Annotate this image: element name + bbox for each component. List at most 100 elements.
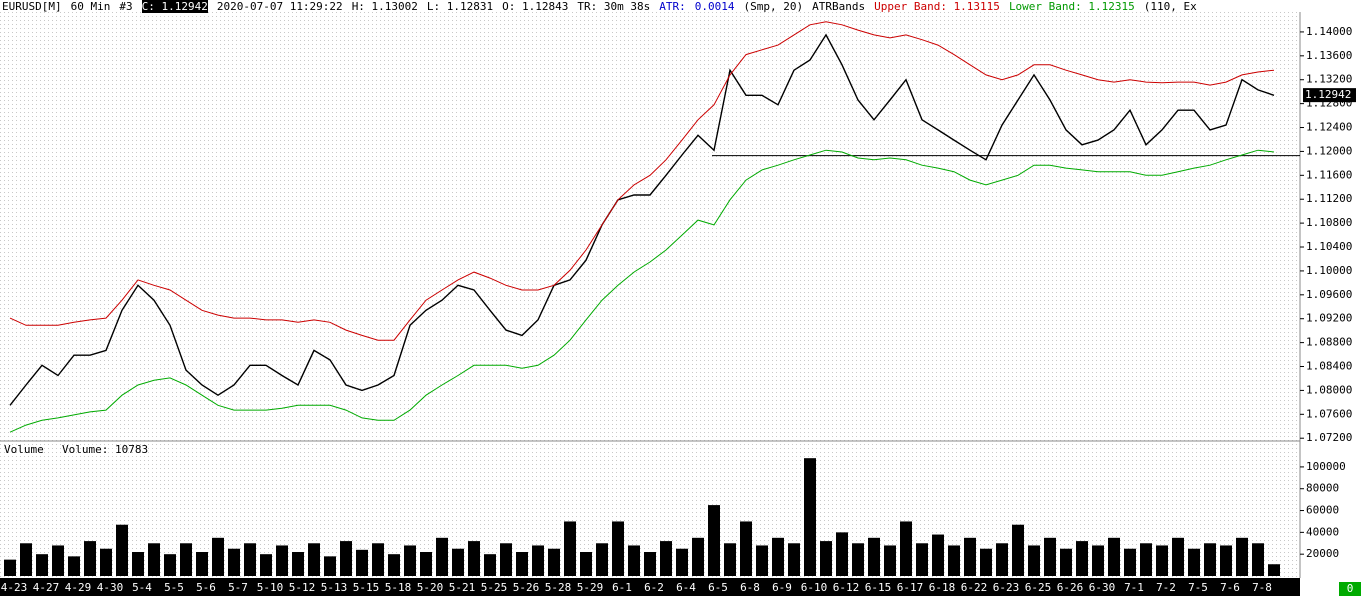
volume-bar [724, 543, 736, 576]
header-item: Upper Band: 1.13115 [874, 0, 1000, 13]
header-item: O: 1.12843 [502, 0, 569, 13]
volume-bar [100, 548, 112, 576]
volume-bar [1028, 545, 1040, 576]
volume-bar [340, 541, 352, 576]
volume-bar [1140, 543, 1152, 576]
volume-bar [532, 545, 544, 576]
y-tick-label: 1.10000 [1306, 264, 1352, 277]
volume-bar [964, 537, 976, 576]
x-tick-label: 4-27 [33, 581, 60, 594]
volume-bar [596, 543, 608, 576]
header-item: (110, Ex [1143, 0, 1197, 13]
volume-bar [1156, 545, 1168, 576]
volume-bar [420, 552, 432, 576]
x-tick-label: 5-18 [385, 581, 412, 594]
volume-bar [996, 543, 1008, 576]
y-tick-label: 1.08000 [1306, 383, 1352, 396]
volume-bar [116, 524, 128, 576]
y-tick-label: 1.07200 [1306, 431, 1352, 444]
x-tick-label: 7-8 [1252, 581, 1272, 594]
y-tick-label: 1.13600 [1306, 49, 1352, 62]
volume-bar [660, 541, 672, 576]
x-tick-label: 5-29 [577, 581, 604, 594]
x-tick-label: 5-4 [132, 581, 152, 594]
volume-bar [228, 548, 240, 576]
last-price-box [1303, 88, 1356, 103]
x-tick-label: 5-5 [164, 581, 184, 594]
volume-bar [468, 541, 480, 576]
header-item: 2020-07-07 11:29:22 [216, 0, 343, 13]
y-tick-label: 1.12400 [1306, 121, 1352, 134]
volume-bar [356, 549, 368, 576]
volume-bar [564, 521, 576, 576]
volume-bar [196, 552, 208, 576]
x-tick-label: 5-10 [257, 581, 284, 594]
x-tick-label: 6-8 [740, 581, 760, 594]
y-tick-label: 1.13200 [1306, 73, 1352, 86]
x-tick-label: 7-6 [1220, 581, 1240, 594]
volume-bar [884, 545, 896, 576]
volume-bar [628, 545, 640, 576]
header-item: ATR: [659, 0, 686, 13]
volume-subtitle: Volume: 10783 [62, 443, 148, 456]
volume-bar [388, 554, 400, 576]
x-tick-label: 4-29 [65, 581, 92, 594]
volume-bar [820, 541, 832, 576]
volume-bar [548, 548, 560, 576]
volume-bar [1108, 537, 1120, 576]
price-line [9, 149, 1275, 433]
volume-bar [324, 556, 336, 576]
volume-bar [1252, 543, 1264, 576]
x-tick-label: 6-4 [676, 581, 696, 594]
volume-bar [484, 554, 496, 576]
status-label: 0 [1347, 582, 1354, 595]
y-tick-label: 1.09200 [1306, 312, 1352, 325]
volume-bar [20, 543, 32, 576]
x-tick-label: 4-23 [1, 581, 28, 594]
volume-bar [1204, 543, 1216, 576]
volume-bar [868, 537, 880, 576]
x-tick-label: 5-6 [196, 581, 216, 594]
volume-bar [68, 556, 80, 576]
x-tick-label: 6-30 [1089, 581, 1116, 594]
volume-bar [292, 552, 304, 576]
header-item: (Smp, 20) [743, 0, 804, 13]
volume-bar [1076, 541, 1088, 576]
volume-bar [452, 548, 464, 576]
price-line [9, 21, 1275, 341]
header-item: TR: 30m 38s [577, 0, 651, 13]
volume-bar [1172, 537, 1184, 576]
y-tick-label: 1.08400 [1306, 360, 1352, 373]
volume-bar [1236, 537, 1248, 576]
volume-bar [580, 552, 592, 576]
volume-bar [804, 458, 816, 576]
x-tick-label: 4-30 [97, 581, 124, 594]
y-tick-label: 1.12000 [1306, 144, 1352, 157]
header-item: C: 1.12942 [141, 0, 208, 13]
volume-bar [180, 543, 192, 576]
last-price-label: 1.12942 [1305, 88, 1351, 101]
volume-bar [836, 532, 848, 576]
volume-bar [260, 554, 272, 576]
volume-bar [612, 521, 624, 576]
header-item: 0.0014 [694, 0, 735, 13]
header-item: EURUSD[M] [2, 0, 62, 13]
x-tick-label: 6-18 [929, 581, 956, 594]
y-tick-label: 1.14000 [1306, 25, 1352, 38]
y-tick-label: 80000 [1306, 482, 1339, 495]
y-tick-label: 1.09600 [1306, 288, 1352, 301]
volume-bar [916, 543, 928, 576]
volume-bar [1012, 524, 1024, 576]
volume-bar [36, 554, 48, 576]
volume-bar [788, 543, 800, 576]
volume-bar [404, 545, 416, 576]
header-item: #3 [119, 0, 133, 13]
header-item: 60 Min [70, 0, 111, 13]
y-tick-label: 1.08800 [1306, 336, 1352, 349]
x-tick-label: 5-15 [353, 581, 380, 594]
x-tick-label: 7-1 [1124, 581, 1144, 594]
volume-title: Volume [4, 443, 44, 456]
header-item: Lower Band: 1.12315 [1008, 0, 1135, 13]
price-line [9, 33, 1275, 406]
volume-bar [1124, 548, 1136, 576]
